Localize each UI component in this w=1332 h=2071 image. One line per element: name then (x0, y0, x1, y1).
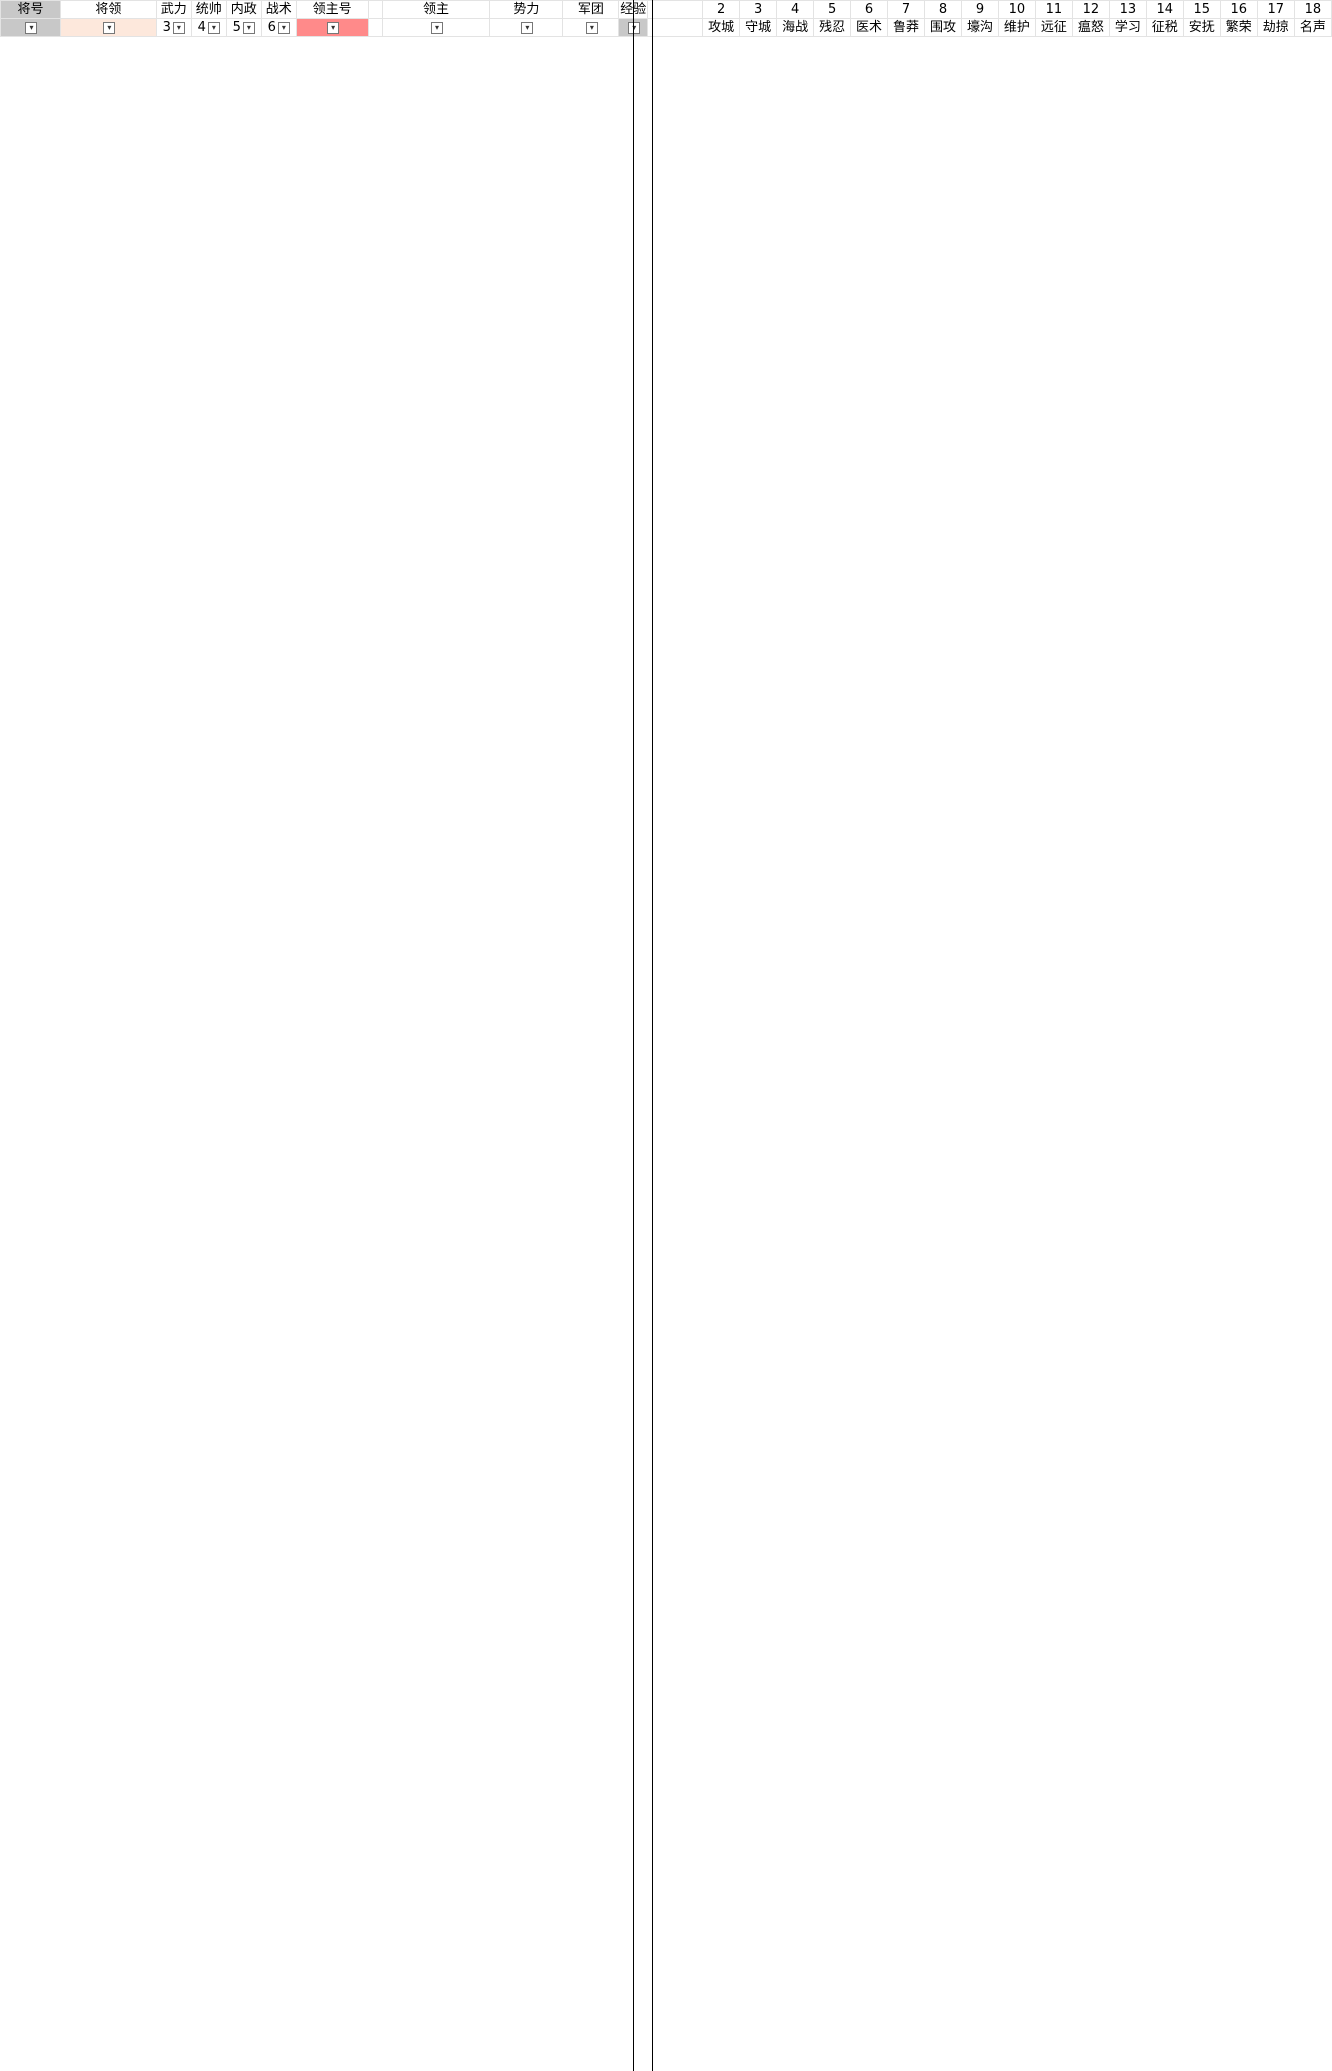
skill-name: 征税 (1145, 18, 1184, 37)
col-header-skill-10[interactable]: 10 (997, 0, 1036, 19)
filter-cell[interactable]: ▾ (381, 18, 491, 37)
header-row-top: 将号 将领 武力 统帅 内政 战术 领主号 领主 势力 军团 经验 2 3 4 … (0, 0, 1332, 19)
filter-dropdown-icon[interactable]: ▾ (25, 21, 38, 34)
col-header-skill-3[interactable]: 3 (739, 0, 778, 19)
skill-name: 远征 (1034, 18, 1073, 37)
spreadsheet[interactable]: 将号 将领 武力 统帅 内政 战术 领主号 领主 势力 军团 经验 2 3 4 … (0, 0, 1332, 37)
col-header-lord[interactable]: 领主 (381, 0, 491, 19)
skill-name: 繁荣 (1219, 18, 1258, 37)
col-header-skill-16[interactable]: 16 (1219, 0, 1258, 19)
filter-dropdown-icon[interactable]: ▾ (207, 21, 220, 34)
skill-name: 围攻 (924, 18, 962, 37)
col-header-corps[interactable]: 军团 (562, 0, 620, 19)
skill-name: 名声 (1293, 18, 1332, 37)
col-header-skill-12[interactable]: 12 (1071, 0, 1110, 19)
col-header-empty (647, 0, 704, 19)
filter-cell[interactable]: ▾ (489, 18, 564, 37)
filter-dropdown-icon[interactable]: ▾ (431, 21, 444, 34)
filter-cell[interactable]: 3 ▾ (155, 18, 192, 37)
col-header-command[interactable]: 统帅 (190, 0, 227, 19)
col-header-general[interactable]: 将领 (59, 0, 157, 19)
skill-name: 瘟怒 (1071, 18, 1110, 37)
cell (367, 18, 383, 37)
col-header-force[interactable]: 武力 (155, 0, 192, 19)
col-header-skill-15[interactable]: 15 (1182, 0, 1221, 19)
column-divider (652, 0, 653, 2071)
col-header-skill-4[interactable]: 4 (776, 0, 815, 19)
col-header-skill-18[interactable]: 18 (1293, 0, 1332, 19)
skill-name: 海战 (776, 18, 815, 37)
filter-dropdown-icon[interactable]: ▾ (242, 21, 255, 34)
filter-cell[interactable]: ▾ (295, 18, 369, 37)
skill-name: 学习 (1108, 18, 1147, 37)
col-header-faction[interactable]: 势力 (489, 0, 564, 19)
col-header-skill-11[interactable]: 11 (1034, 0, 1073, 19)
col-header-skill-7[interactable]: 7 (887, 0, 926, 19)
col-header-skill-8[interactable]: 8 (924, 0, 962, 19)
filter-dropdown-icon[interactable]: ▾ (103, 21, 116, 34)
col-header-lord-id[interactable]: 领主号 (295, 0, 369, 19)
header-row-numbers: ▾ ▾ 3 ▾ 4 ▾ 5 ▾ 6 ▾ ▾ ▾ ▾ ▾ ▾ 攻城 守城 海战 残忍 医术… (0, 18, 1332, 37)
filter-cell[interactable]: ▾ (0, 18, 61, 37)
col-header-skill-14[interactable]: 14 (1145, 0, 1184, 19)
filter-cell[interactable]: ▾ (59, 18, 157, 37)
skill-name: 残忍 (813, 18, 852, 37)
col-header-skill-13[interactable]: 13 (1108, 0, 1147, 19)
col-header-skill-2[interactable]: 2 (702, 0, 741, 19)
col-header-skill-5[interactable]: 5 (813, 0, 852, 19)
skill-name: 守城 (739, 18, 778, 37)
filter-cell[interactable]: 4 ▾ (190, 18, 227, 37)
filter-cell[interactable]: 5 ▾ (225, 18, 262, 37)
skill-name: 攻城 (702, 18, 741, 37)
cell (647, 18, 704, 37)
skill-name: 医术 (850, 18, 889, 37)
filter-cell[interactable]: ▾ (562, 18, 620, 37)
skill-name: 壕沟 (960, 18, 999, 37)
filter-dropdown-icon[interactable]: ▾ (628, 21, 641, 34)
filter-dropdown-icon[interactable]: ▾ (585, 21, 598, 34)
skill-name: 劫掠 (1256, 18, 1295, 37)
col-header-blank (367, 0, 383, 19)
skill-name: 维护 (997, 18, 1036, 37)
col-header-skill-6[interactable]: 6 (850, 0, 889, 19)
col-header-id[interactable]: 将号 (0, 0, 61, 19)
col-header-skill-17[interactable]: 17 (1256, 0, 1295, 19)
col-header-tactics[interactable]: 战术 (260, 0, 297, 19)
filter-dropdown-icon[interactable]: ▾ (277, 21, 290, 34)
column-divider (633, 0, 634, 2071)
col-header-skill-9[interactable]: 9 (960, 0, 999, 19)
filter-dropdown-icon[interactable]: ▾ (327, 21, 340, 34)
skill-name: 鲁莽 (887, 18, 926, 37)
filter-cell[interactable]: 6 ▾ (260, 18, 297, 37)
col-header-politics[interactable]: 内政 (225, 0, 262, 19)
filter-dropdown-icon[interactable]: ▾ (172, 21, 185, 34)
filter-dropdown-icon[interactable]: ▾ (521, 21, 534, 34)
skill-name: 安抚 (1182, 18, 1221, 37)
